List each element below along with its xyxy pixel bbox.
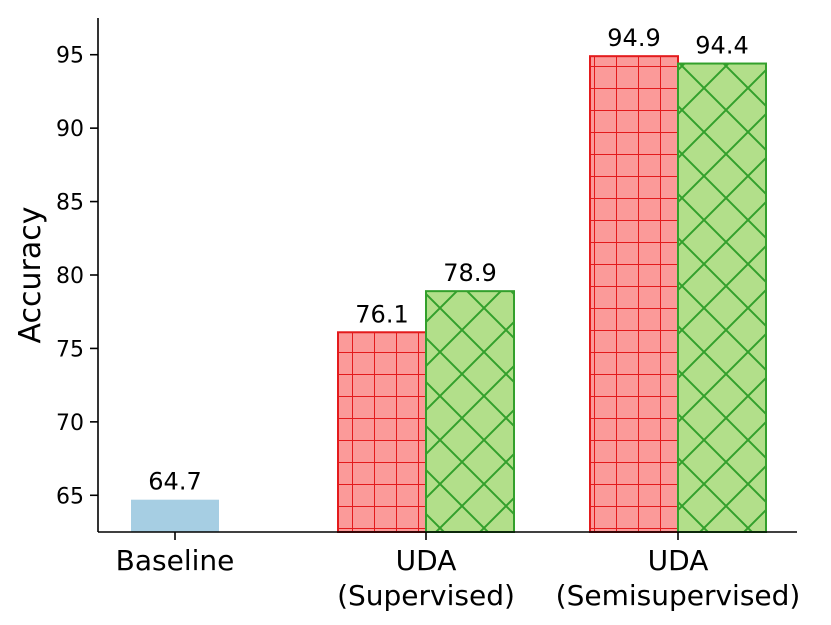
data-label-0: 64.7 (148, 468, 201, 496)
bar-1 (337, 331, 427, 533)
x-tick-label-0-line-0: Baseline (116, 544, 235, 577)
x-tick-label-0: Baseline (116, 544, 235, 577)
bars-layer (131, 55, 767, 534)
data-label-1: 76.1 (355, 300, 408, 328)
y-tick-label-65: 65 (56, 484, 84, 509)
y-tick-label-95: 95 (56, 44, 84, 69)
y-ticks-layer: 65 70 75 80 85 90 95 (56, 44, 98, 509)
x-tick-label-2: UDA (Semisupervised) (556, 544, 801, 612)
y-tick-label-75: 75 (56, 337, 84, 362)
y-tick-label-90: 90 (56, 117, 84, 142)
bar-2 (425, 290, 515, 534)
x-tick-label-1-line-0: UDA (396, 544, 457, 577)
bar-4 (677, 62, 767, 533)
y-tick-label-85: 85 (56, 191, 84, 216)
x-tick-label-2-line-0: UDA (648, 544, 709, 577)
x-tick-label-1: UDA (Supervised) (337, 544, 515, 612)
x-labels-layer: Baseline UDA (Supervised)UDA (Semisupervise… (116, 532, 801, 612)
x-tick-label-1-line-1: (Supervised) (337, 579, 515, 612)
y-tick-label-80: 80 (56, 264, 84, 289)
y-tick-label-70: 70 (56, 411, 84, 436)
bar-3 (589, 55, 679, 533)
bar-0 (131, 499, 219, 532)
data-label-4: 94.4 (695, 32, 748, 60)
data-label-3: 94.9 (607, 24, 660, 52)
y-axis-title: Accuracy (13, 207, 48, 344)
data-labels-layer: 64.7 76.1 78.9 94.9 94.4 (148, 24, 748, 496)
x-tick-label-2-line-1: (Semisupervised) (556, 579, 801, 612)
data-label-2: 78.9 (443, 259, 496, 287)
